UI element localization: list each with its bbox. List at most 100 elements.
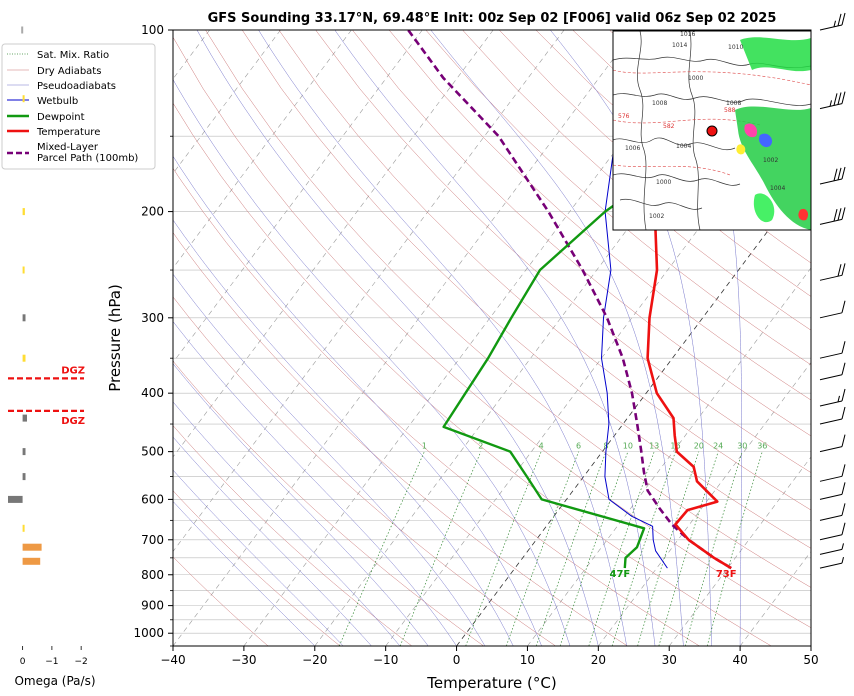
wind-barb-flag: [837, 208, 842, 221]
mixing-ratio-line: [684, 451, 743, 646]
wind-barb-staff: [819, 218, 843, 225]
wind-barb-half-flag: [829, 100, 832, 107]
inset-label: 1004: [770, 185, 785, 192]
x-axis-ticks: −40 −30 −20 −10 0 10 20 30 40 50: [160, 646, 819, 667]
inset-label: 1000: [688, 75, 703, 82]
isotherm-line: [173, 30, 281, 174]
omega-bar: [22, 354, 26, 362]
mixing-ratio-label: 6: [576, 442, 581, 451]
x-tick-label: −30: [231, 653, 256, 667]
wind-barb-flag: [837, 13, 842, 27]
moist-adiabat: [173, 401, 400, 646]
wind-barb-staff: [819, 418, 843, 425]
y-tick-label: 600: [141, 492, 164, 506]
legend-label-line: Mixed-Layer: [37, 142, 99, 153]
legend-label: Temperature: [36, 127, 100, 138]
x-tick-label: −40: [160, 653, 185, 667]
isotherm-line: [173, 30, 352, 269]
mixing-ratio-line: [611, 451, 676, 646]
dry-adiabat: [425, 30, 811, 366]
wind-barb: [819, 207, 846, 225]
isotherm-line: [668, 456, 811, 646]
isotherm-line: [527, 267, 811, 646]
x-tick-label: −10: [373, 653, 398, 667]
wind-barb-staff: [819, 312, 843, 319]
mixing-ratio-lines: [338, 451, 763, 646]
dry-adiabat: [173, 296, 556, 646]
omega-bar: [22, 448, 26, 456]
x-tick-label: 30: [662, 653, 677, 667]
wind-barb: [819, 341, 846, 359]
legend-label-line: Parcel Path (100mb): [37, 153, 138, 164]
wind-barb-staff: [819, 562, 843, 569]
omega-bar: [21, 26, 24, 34]
y-tick-label: 300: [141, 311, 164, 325]
wind-barb-flag: [841, 91, 846, 104]
wind-barb-flag: [841, 207, 846, 220]
dgz-markers: DGZ DGZ: [8, 365, 85, 427]
inset-map-precip: [735, 37, 811, 230]
omega-tick-label: −2: [75, 657, 88, 667]
plot-frame: [172, 29, 812, 647]
dry-adiabat: [499, 30, 811, 297]
wind-barb-half-flag: [833, 20, 836, 27]
omega-bar: [22, 414, 27, 422]
dry-adiabat: [352, 30, 811, 437]
wind-barb-staff: [819, 400, 843, 407]
wind-barb-flag: [841, 482, 846, 495]
dry-adiabat: [173, 556, 269, 646]
wind-barb-staff: [819, 534, 843, 541]
mixing-ratio-line: [637, 451, 700, 646]
omega-axis-label: Omega (Pa/s): [14, 674, 95, 688]
wind-barb-half-flag: [841, 557, 844, 564]
dry-adiabat: [241, 30, 811, 549]
wind-barb-staff: [819, 493, 843, 500]
inset-label: 1002: [649, 213, 664, 220]
wind-barb: [819, 263, 846, 281]
isotherm-line: [173, 30, 636, 646]
wind-barb: [819, 543, 844, 555]
omega-bars: [8, 26, 42, 565]
x-tick-label: 40: [732, 653, 747, 667]
dry-adiabat: [173, 232, 628, 646]
legend-label: Sat. Mix. Ratio: [37, 50, 109, 61]
wind-barb-flag: [841, 406, 846, 420]
inset-map: 1016 1014 1010 1008 1000 1006 1004 1002 …: [612, 30, 812, 231]
wind-barb-flag: [841, 503, 846, 516]
wind-barb-flag: [833, 209, 838, 222]
omega-bar: [8, 495, 23, 503]
inset-label: 1014: [672, 42, 687, 49]
omega-bar: [22, 266, 25, 274]
dry-adiabat: [388, 30, 811, 401]
moist-adiabat: [678, 30, 742, 646]
wind-barb-flag: [841, 12, 846, 26]
wind-barb-flag: [841, 464, 846, 477]
y-axis-ticks: 100 200 300 400 500 600 700 800 900 1000: [133, 23, 173, 647]
omega-bar: [22, 557, 41, 565]
wind-barb-flag: [841, 522, 846, 535]
moist-adiabat: [173, 321, 457, 646]
x-tick-label: −20: [302, 653, 327, 667]
inset-label: 1008: [726, 100, 741, 107]
omega-panel: DGZ DGZ 0 −1 −2 Omega (Pa/s): [8, 26, 96, 688]
dry-adiabat: [462, 30, 811, 331]
omega-bar: [22, 314, 26, 322]
mixing-ratio-label: 20: [694, 442, 704, 451]
legend-box: [1, 43, 156, 170]
y-tick-label: 900: [141, 599, 164, 613]
dry-adiabat: [173, 167, 700, 646]
moist-adiabat: [430, 30, 684, 646]
wind-barb: [819, 434, 846, 453]
wind-barb-staff: [819, 274, 843, 281]
mixing-ratio-label: 4: [539, 442, 544, 451]
wind-barb: [819, 406, 846, 425]
x-tick-label: 10: [520, 653, 535, 667]
omega-bar: [22, 473, 26, 481]
mixing-ratio-line: [399, 451, 482, 646]
inset-label: 1000: [656, 179, 671, 186]
mixing-ratio-line: [559, 451, 629, 646]
isotherm-line: [173, 30, 494, 458]
legend-label: Dewpoint: [37, 112, 85, 123]
surface-annotations: 73F 47F: [610, 569, 737, 580]
